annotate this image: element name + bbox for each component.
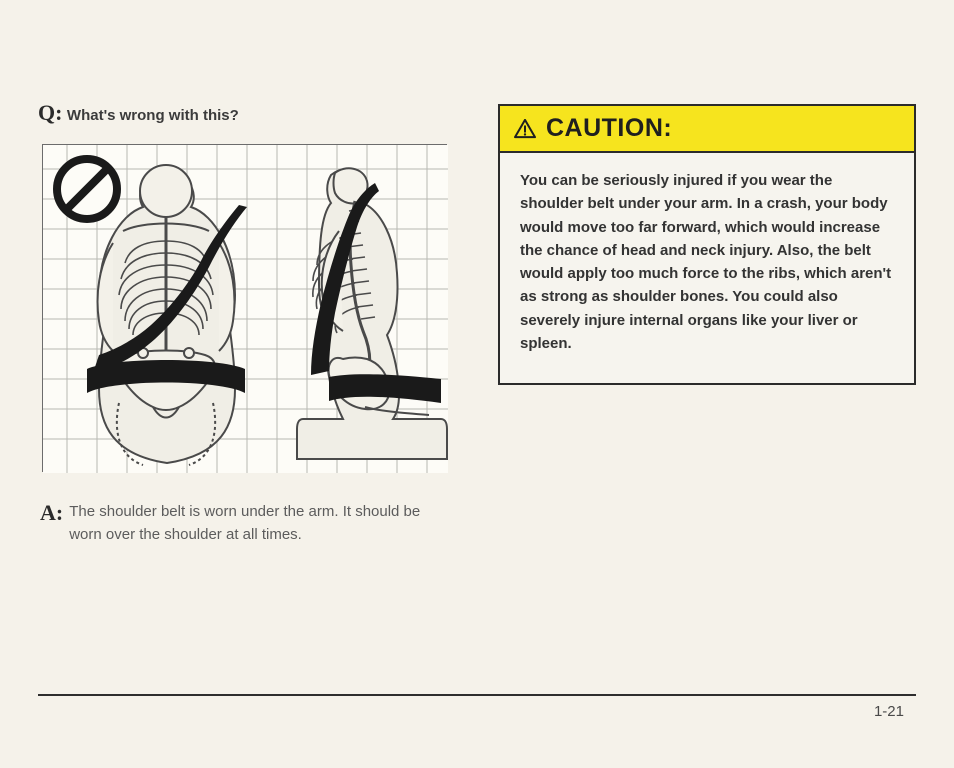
answer-block: A: The shoulder belt is worn under the a… <box>38 500 458 547</box>
caution-box: CAUTION: You can be seriously injured if… <box>498 104 916 385</box>
question-text: What's wrong with this? <box>67 107 239 124</box>
content-columns: Q: What's wrong with this? <box>38 100 916 547</box>
question-label: Q: <box>38 100 62 125</box>
answer-text: The shoulder belt is worn under the arm.… <box>69 500 449 547</box>
answer-label: A: <box>40 500 63 526</box>
illustration-frame <box>42 144 447 472</box>
warning-triangle-icon <box>514 119 536 139</box>
question-block: Q: What's wrong with this? <box>38 100 458 126</box>
prohibit-icon <box>57 159 117 219</box>
page-number: 1-21 <box>874 703 904 720</box>
caution-body: You can be seriously injured if you wear… <box>500 153 914 383</box>
seatbelt-illustration <box>43 145 448 473</box>
right-column: CAUTION: You can be seriously injured if… <box>498 100 916 385</box>
footer-rule <box>38 694 916 696</box>
left-column: Q: What's wrong with this? <box>38 100 458 547</box>
caution-title: CAUTION: <box>546 114 672 143</box>
manual-page: Q: What's wrong with this? <box>0 0 954 768</box>
caution-header: CAUTION: <box>500 106 914 153</box>
